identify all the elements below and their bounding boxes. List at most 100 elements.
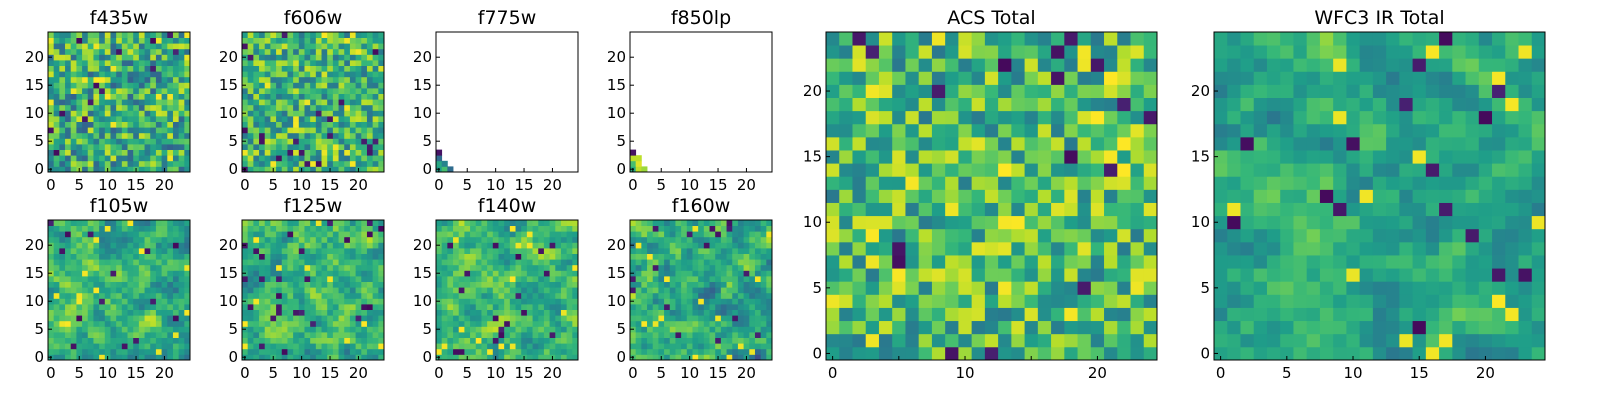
heatmap-cell	[65, 348, 72, 355]
y-tick-label: 0	[34, 160, 44, 178]
heatmap-cell	[298, 121, 305, 128]
heatmap-cell	[355, 43, 362, 50]
heatmap-cell	[366, 43, 374, 50]
heatmap-cell	[1505, 163, 1519, 177]
heatmap-cell	[178, 155, 185, 162]
heatmap-cell	[270, 332, 277, 338]
heatmap-cell	[121, 71, 128, 78]
heatmap-cell	[1505, 320, 1519, 335]
heatmap-cell	[116, 231, 123, 238]
heatmap-cell	[681, 292, 688, 299]
x-tick-label: 15	[514, 364, 533, 382]
heatmap-cell	[1372, 281, 1387, 295]
y-tick-label: 5	[616, 320, 626, 338]
heatmap-cell	[70, 65, 77, 72]
heatmap-cell	[281, 127, 288, 134]
heatmap-cell	[487, 264, 494, 271]
heatmap-cell	[1412, 307, 1427, 322]
heatmap-cell	[572, 287, 579, 294]
heatmap-cell	[372, 253, 379, 260]
heatmap-cell	[70, 270, 77, 277]
heatmap-cell	[361, 343, 368, 350]
heatmap-cell	[361, 132, 368, 139]
heatmap-cell	[133, 132, 140, 139]
heatmap-cell	[344, 116, 351, 122]
heatmap-cell	[361, 292, 368, 299]
heatmap-cell	[1064, 136, 1078, 151]
heatmap-cell	[167, 276, 174, 282]
heatmap-cell	[144, 348, 151, 355]
heatmap-cell	[372, 43, 379, 50]
heatmap-cell	[538, 337, 545, 344]
heatmap-cell	[686, 231, 693, 238]
heatmap-cell	[304, 354, 311, 361]
heatmap-cell	[1492, 294, 1506, 308]
heatmap-cell	[504, 281, 511, 288]
heatmap-cell	[555, 337, 562, 344]
heatmap-cell	[242, 93, 249, 100]
heatmap-cell	[53, 287, 60, 294]
heatmap-cell	[110, 343, 117, 350]
heatmap-cell	[560, 287, 568, 294]
heatmap-cell	[475, 264, 482, 271]
heatmap-cell	[304, 231, 311, 238]
heatmap-cell	[720, 248, 727, 254]
heatmap-cell	[327, 104, 334, 111]
heatmap-cell	[167, 236, 174, 243]
heatmap-cell	[458, 298, 465, 305]
heatmap-cell	[82, 121, 89, 128]
heatmap-cell	[1011, 307, 1025, 322]
heatmap-cell	[93, 71, 100, 78]
heatmap-cell	[59, 149, 66, 156]
heatmap-cell	[144, 298, 151, 305]
heatmap-cell	[99, 259, 106, 266]
heatmap-cell	[178, 82, 185, 89]
heatmap-cell	[327, 54, 334, 61]
y-tick-label: 15	[607, 264, 626, 282]
heatmap-cell	[1253, 150, 1268, 164]
heatmap-cell	[155, 121, 162, 128]
heatmap-cell	[826, 307, 840, 322]
heatmap-cell	[338, 160, 345, 167]
heatmap-cell	[647, 326, 654, 333]
heatmap-cell	[133, 71, 140, 78]
heatmap-cell	[144, 71, 151, 78]
heatmap-cell	[172, 348, 180, 355]
heatmap-cell	[1359, 215, 1374, 230]
heatmap-cell	[566, 236, 573, 243]
heatmap-cell	[133, 149, 140, 156]
heatmap-cell	[931, 346, 946, 361]
heatmap-cell	[839, 294, 853, 308]
heatmap-cell	[1214, 346, 1228, 361]
axes-frame	[435, 219, 579, 361]
heatmap-cell	[826, 163, 840, 177]
heatmap-cell	[692, 276, 699, 282]
heatmap-cell	[48, 337, 55, 344]
heatmap-cell	[70, 287, 77, 294]
heatmap-cell	[1306, 320, 1321, 335]
heatmap-cell	[458, 315, 465, 322]
heatmap-cell	[93, 110, 100, 117]
heatmap-cell	[1280, 150, 1294, 164]
heatmap-cell	[110, 320, 117, 327]
heatmap-cell	[259, 348, 266, 355]
heatmap-cell	[1306, 189, 1321, 203]
heatmap-cell	[247, 71, 254, 78]
heatmap-cell	[635, 242, 642, 249]
heatmap-cell	[766, 253, 773, 260]
heatmap-cell	[453, 276, 460, 282]
heatmap-cell	[635, 155, 642, 162]
heatmap-cell	[378, 37, 385, 44]
heatmap-cell	[865, 163, 880, 177]
heatmap-cell	[366, 292, 374, 299]
heatmap-cell	[1037, 294, 1052, 308]
heatmap-cell	[315, 276, 322, 282]
heatmap-cell	[931, 58, 946, 72]
heatmap-cell	[532, 337, 539, 344]
heatmap-cell	[281, 82, 288, 89]
heatmap-cell	[526, 315, 533, 322]
heatmap-cell	[475, 332, 482, 338]
heatmap-cell	[127, 54, 134, 61]
